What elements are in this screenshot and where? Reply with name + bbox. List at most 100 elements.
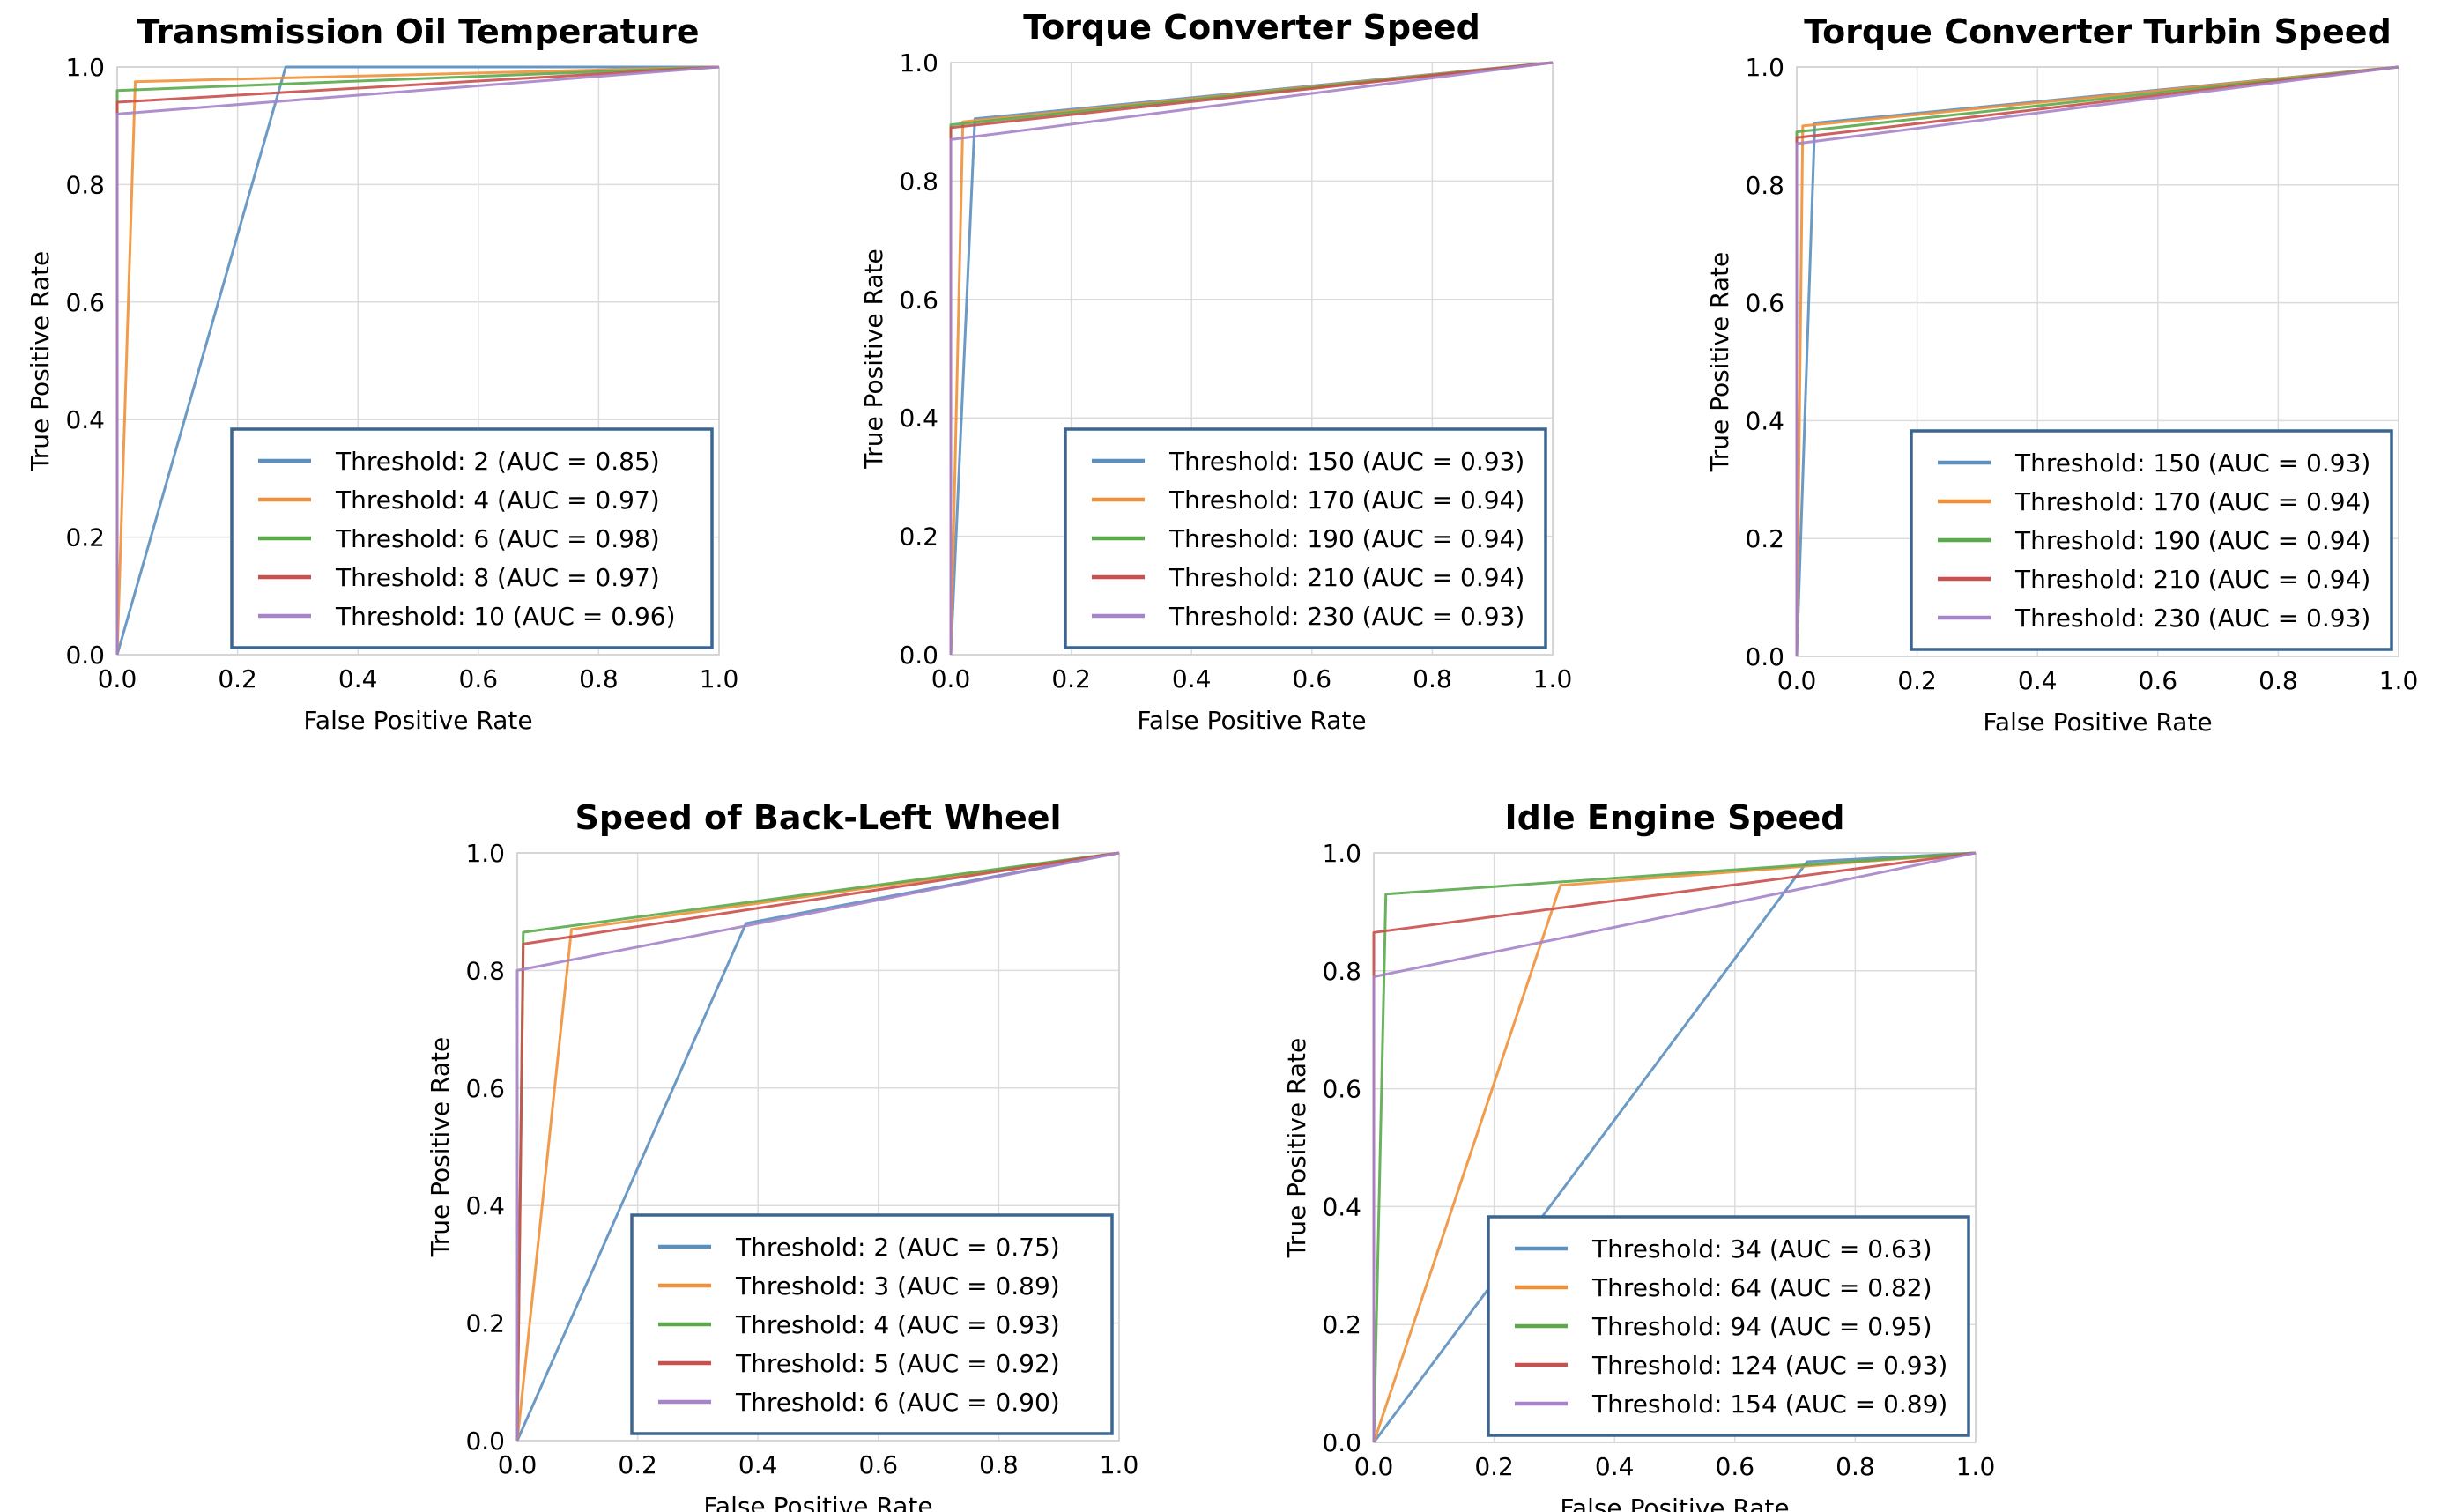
legend-entry: Threshold: 10 (AUC = 0.96): [335, 602, 676, 631]
legend-box: [1487, 1215, 1970, 1437]
x-tick-label: 0.2: [618, 1450, 657, 1479]
y-axis-label: True Positive Rate: [1282, 1038, 1311, 1258]
legend-box: [630, 1213, 1114, 1435]
y-tick-label: 0.4: [465, 1191, 505, 1220]
x-tick-label: 0.4: [1172, 664, 1212, 693]
y-axis-label: True Positive Rate: [859, 248, 888, 469]
x-tick-label: 0.6: [1716, 1452, 1755, 1481]
roc-curve-series-2: [1795, 65, 2399, 657]
x-tick-label: 0.2: [1051, 664, 1091, 693]
roc-curve-series-2: [115, 65, 720, 656]
legend-entry: Threshold: 5 (AUC = 0.92): [735, 1349, 1060, 1378]
legend-entry: Threshold: 170 (AUC = 0.94): [1168, 485, 1524, 515]
y-tick-label: 0.8: [899, 167, 938, 196]
legend: Threshold: 34 (AUC = 0.63) Threshold: 64 …: [1487, 1215, 1970, 1437]
roc-curve-series-3: [1372, 851, 1977, 1443]
x-tick-label: 1.0: [2379, 666, 2419, 695]
y-tick-label: 1.0: [65, 53, 105, 82]
y-axis-label: True Positive Rate: [26, 251, 55, 471]
y-tick-label: 0.0: [465, 1427, 505, 1456]
legend-entry: Threshold: 34 (AUC = 0.63): [1591, 1234, 1932, 1264]
legend-entry: Threshold: 94 (AUC = 0.95): [1591, 1312, 1932, 1341]
legend-entry: Threshold: 2 (AUC = 0.85): [335, 447, 660, 476]
x-axis-label: False Positive Rate: [1560, 1493, 1789, 1512]
legend: Threshold: 150 (AUC = 0.93) Threshold: 17…: [1910, 429, 2393, 651]
legend-box: [1064, 427, 1547, 649]
x-tick-label: 1.0: [1956, 1452, 1996, 1481]
legend: Threshold: 2 (AUC = 0.85) Threshold: 4 (A…: [230, 427, 714, 649]
x-tick-label: 0.6: [2139, 666, 2178, 695]
y-tick-label: 0.0: [1322, 1428, 1361, 1457]
legend-entry: Threshold: 6 (AUC = 0.98): [335, 524, 660, 553]
legend-entry: Threshold: 190 (AUC = 0.94): [2014, 526, 2370, 555]
y-tick-label: 0.2: [65, 523, 105, 552]
y-tick-label: 0.4: [65, 405, 105, 434]
chart-1: 0.0 0.2 0.4 0.6 0.8 1.0 0.0 0.2 0.4 0.6 0.8 1.0 Tran…: [26, 12, 738, 735]
legend-entry: Threshold: 124 (AUC = 0.93): [1591, 1351, 1947, 1380]
y-tick-label: 0.6: [65, 288, 105, 317]
legend: Threshold: 2 (AUC = 0.75) Threshold: 3 (A…: [630, 1213, 1114, 1435]
legend-entry: Threshold: 190 (AUC = 0.94): [1168, 524, 1524, 553]
y-tick-label: 0.0: [65, 641, 105, 670]
chart-title: Idle Engine Speed: [1505, 798, 1845, 837]
legend-entry: Threshold: 170 (AUC = 0.94): [2014, 487, 2370, 516]
chart-3: 0.0 0.2 0.4 0.6 0.8 1.0 0.0 0.2 0.4 0.6 0.8 1.0 Torq…: [1705, 12, 2418, 737]
roc-curve-series-5: [515, 851, 1120, 1441]
legend-entry: Threshold: 154 (AUC = 0.89): [1591, 1390, 1947, 1419]
x-tick-label: 0.6: [459, 664, 499, 693]
x-tick-label: 0.8: [579, 664, 619, 693]
roc-curve-series-5: [1372, 851, 1977, 1442]
chart-2: 0.0 0.2 0.4 0.6 0.8 1.0 0.0 0.2 0.4 0.6 0.8 1.0 Torq…: [859, 8, 1572, 735]
legend-entry: Threshold: 150 (AUC = 0.93): [2014, 448, 2370, 478]
chart-title: Speed of Back-Left Wheel: [575, 798, 1061, 837]
x-tick-label: 0.6: [859, 1450, 899, 1479]
y-tick-label: 0.4: [899, 404, 938, 433]
x-tick-label: 0.0: [1354, 1452, 1394, 1481]
x-axis-label: False Positive Rate: [1983, 708, 2212, 737]
x-tick-label: 0.0: [98, 664, 137, 693]
legend-entry: Threshold: 64 (AUC = 0.82): [1591, 1273, 1932, 1302]
roc-curve-series-1: [115, 65, 719, 656]
y-tick-label: 0.6: [465, 1074, 505, 1103]
y-tick-label: 0.8: [1745, 171, 1784, 200]
legend-entry: Threshold: 4 (AUC = 0.93): [735, 1310, 1060, 1339]
x-tick-label: 0.8: [1413, 664, 1452, 693]
y-tick-label: 0.2: [1745, 524, 1784, 553]
legend-entry: Threshold: 3 (AUC = 0.89): [735, 1271, 1060, 1301]
legend-entry: Threshold: 230 (AUC = 0.93): [2014, 604, 2370, 633]
x-tick-label: 0.2: [1897, 666, 1937, 695]
chart-5: 0.0 0.2 0.4 0.6 0.8 1.0 0.0 0.2 0.4 0.6 0.8 1.0 Idle…: [1282, 798, 1995, 1512]
roc-curve-series-5: [115, 65, 720, 655]
x-tick-label: 0.4: [338, 664, 378, 693]
x-tick-label: 0.8: [1836, 1452, 1875, 1481]
y-axis-label: True Positive Rate: [426, 1037, 455, 1257]
chart-title: Torque Converter Speed: [1023, 8, 1480, 47]
y-tick-label: 0.8: [465, 956, 505, 985]
y-tick-label: 0.2: [899, 523, 938, 552]
legend-entry: Threshold: 6 (AUC = 0.90): [735, 1388, 1060, 1417]
legend-entry: Threshold: 8 (AUC = 0.97): [335, 563, 660, 592]
y-tick-label: 1.0: [899, 48, 938, 78]
x-tick-label: 0.0: [498, 1450, 538, 1479]
y-tick-label: 0.4: [1745, 406, 1784, 435]
x-tick-label: 0.8: [2258, 666, 2298, 695]
y-tick-label: 1.0: [1745, 53, 1784, 82]
x-axis-label: False Positive Rate: [1137, 706, 1366, 735]
x-tick-label: 1.0: [1100, 1450, 1139, 1479]
y-axis-label: True Positive Rate: [1705, 252, 1734, 472]
legend-entry: Threshold: 150 (AUC = 0.93): [1168, 447, 1524, 476]
y-tick-label: 0.8: [1322, 957, 1361, 986]
y-tick-label: 0.6: [1322, 1075, 1361, 1104]
x-axis-label: False Positive Rate: [703, 1492, 932, 1512]
x-axis-label: False Positive Rate: [303, 706, 532, 735]
roc-curve-series-4: [515, 851, 1120, 1442]
roc-curve-series-5: [949, 61, 1554, 655]
x-tick-label: 0.4: [2018, 666, 2058, 695]
x-tick-label: 0.8: [979, 1450, 1019, 1479]
y-tick-label: 0.0: [1745, 642, 1784, 671]
y-tick-label: 1.0: [1322, 839, 1361, 868]
legend-box: [230, 427, 714, 649]
legend: Threshold: 150 (AUC = 0.93) Threshold: 17…: [1064, 427, 1547, 649]
x-tick-label: 0.4: [738, 1450, 778, 1479]
